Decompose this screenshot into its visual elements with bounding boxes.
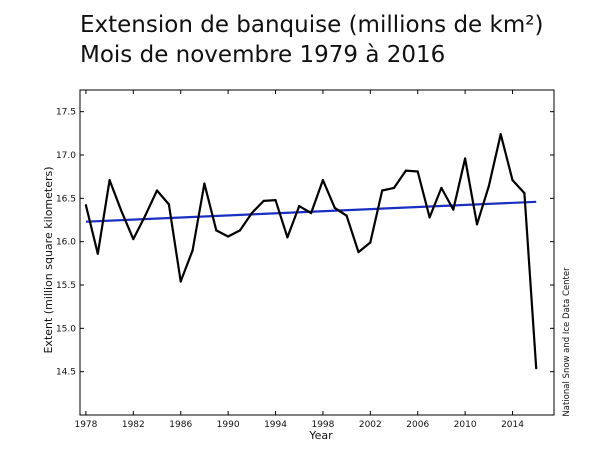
extent-point — [274, 198, 277, 202]
extent-point — [286, 236, 289, 239]
x-tick-label: 1986 — [169, 420, 192, 430]
extent-point — [238, 229, 242, 232]
y-tick-label: 15.0 — [56, 324, 76, 334]
extent-point — [428, 216, 431, 219]
extent-point — [452, 208, 455, 211]
extent-point — [369, 241, 372, 244]
extent-point — [298, 205, 301, 208]
chart-title-line-1: Extension de banquise (millions de km²) — [80, 12, 544, 38]
extent-point — [167, 203, 170, 206]
extent-point — [155, 189, 159, 192]
extent-point — [511, 179, 514, 182]
y-tick-label: 16.0 — [56, 238, 76, 248]
x-tick-label: 1994 — [264, 420, 287, 430]
x-tick-label: 2014 — [501, 420, 524, 430]
x-axis-label: Year — [308, 429, 333, 442]
extent-point — [215, 229, 218, 232]
extent-point — [464, 157, 467, 160]
extent-point — [345, 214, 348, 217]
x-tick-label: 1982 — [122, 420, 145, 430]
extent-point — [191, 249, 194, 252]
x-tick-label: 2006 — [406, 420, 429, 430]
extent-point — [499, 133, 502, 136]
extent-point — [416, 170, 419, 173]
y-axis-ticks: 14.5 15.0 15.5 16.0 16.5 17.0 17.5 — [56, 108, 554, 378]
extent-point — [321, 179, 325, 182]
extent-point — [227, 235, 230, 238]
extent-point — [523, 192, 526, 195]
y-tick-label: 14.5 — [56, 368, 76, 378]
x-tick-label: 1978 — [74, 420, 97, 430]
x-tick-label: 2002 — [359, 420, 382, 430]
x-tick-label: 1990 — [217, 420, 240, 430]
extent-point — [392, 186, 396, 190]
extent-point — [475, 223, 479, 226]
extent-point — [309, 211, 313, 215]
y-tick-label: 17.5 — [56, 108, 76, 118]
chart-title-line-2: Mois de novembre 1979 à 2016 — [80, 42, 446, 68]
extent-point — [108, 179, 111, 182]
extent-data-points — [84, 133, 538, 370]
extent-point — [262, 199, 265, 203]
extent-point — [203, 182, 206, 185]
extent-point — [84, 204, 88, 207]
extent-point — [144, 214, 147, 217]
extent-point — [440, 186, 443, 190]
y-axis-label: Extent (million square kilometers) — [42, 166, 55, 353]
y-tick-label: 15.5 — [56, 281, 76, 291]
y-tick-label: 17.0 — [56, 151, 76, 161]
x-axis-ticks: 1978 1982 1986 1990 1994 1998 2002 2006 2010 2014 — [74, 90, 524, 430]
extent-series-line — [84, 133, 538, 369]
extent-point — [333, 206, 336, 209]
extent-point — [487, 185, 490, 188]
extent-point — [96, 252, 99, 255]
source-credit: National Snow and Ice Data Center — [562, 267, 572, 417]
extent-point — [404, 169, 407, 172]
extent-point — [179, 280, 182, 283]
extent-point — [357, 250, 360, 254]
extent-point — [250, 211, 253, 215]
x-tick-label: 2010 — [454, 420, 477, 430]
extent-point — [120, 210, 123, 213]
extent-point — [535, 367, 538, 370]
extent-point — [132, 237, 135, 241]
extent-point — [381, 189, 384, 192]
x-tick-label: 1998 — [311, 420, 334, 430]
plot-frame — [79, 89, 555, 416]
y-tick-label: 16.5 — [56, 194, 76, 204]
